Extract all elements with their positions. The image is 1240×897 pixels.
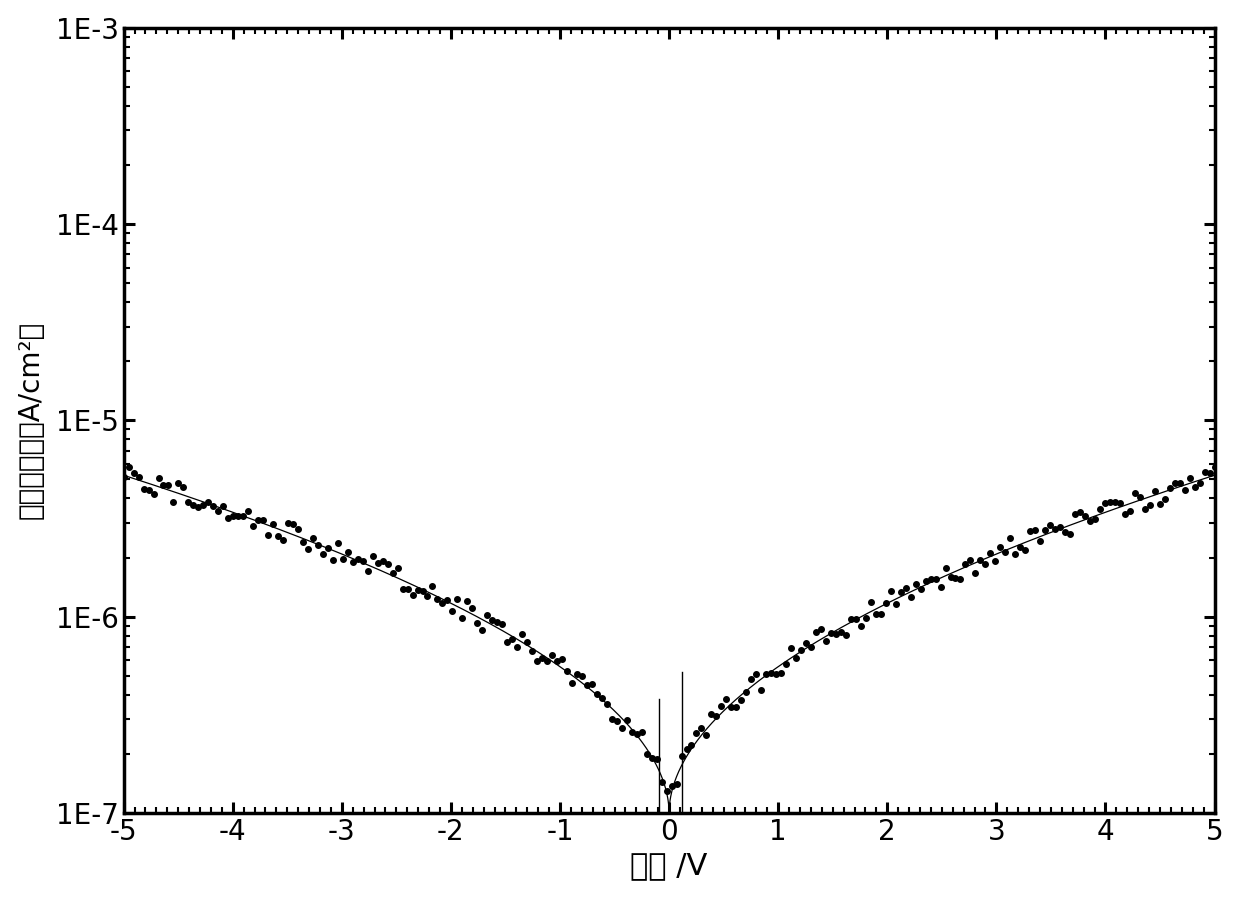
X-axis label: 电压 /V: 电压 /V (630, 851, 708, 880)
Y-axis label: 漏电流密度（A/cm²）: 漏电流密度（A/cm²） (16, 321, 45, 519)
